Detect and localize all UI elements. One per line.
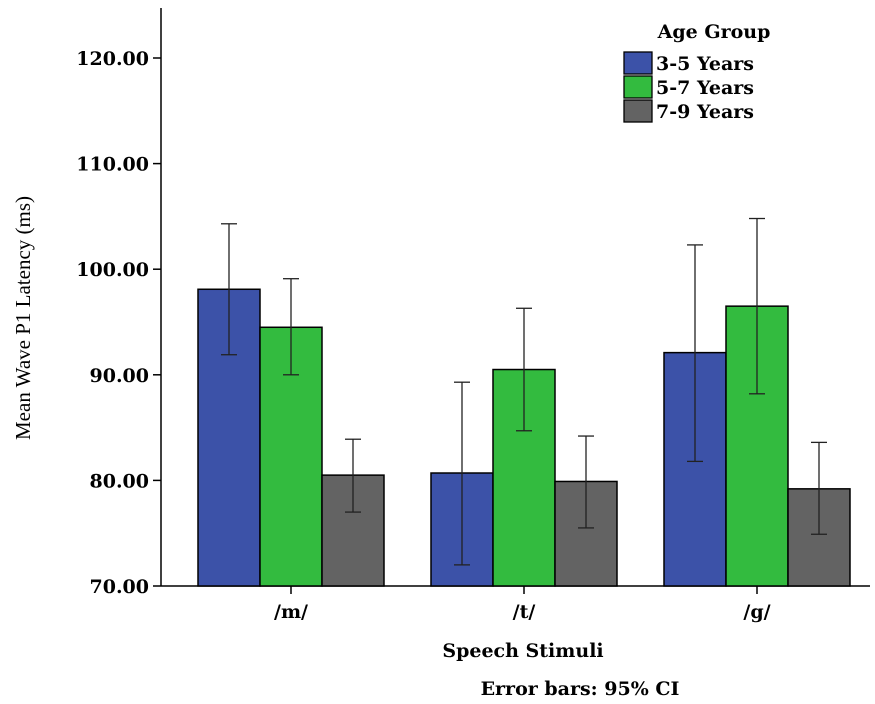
y-tick-label: 70.00: [90, 576, 150, 598]
y-ticks: 70.00 80.00 90.00 100.00 110.00 120.00: [76, 48, 161, 598]
legend-title: Age Group: [657, 21, 771, 43]
y-tick-label: 80.00: [90, 470, 150, 492]
legend-label: 7-9 Years: [656, 101, 754, 123]
legend-swatch: [623, 51, 653, 75]
x-axis-label: Speech Stimuli: [442, 640, 603, 662]
x-ticks: /m/ /t/ /g/: [274, 586, 771, 623]
bars: [197, 288, 851, 587]
x-tick-label: /m/: [274, 601, 308, 623]
legend-label: 3-5 Years: [656, 53, 754, 75]
x-tick-label: /g/: [743, 601, 770, 623]
x-tick-label: /t/: [513, 601, 536, 623]
y-tick-label: 90.00: [90, 365, 150, 387]
error-bars-note: Error bars: 95% CI: [481, 678, 680, 700]
error-bars: [221, 217, 827, 566]
y-tick-label: 110.00: [76, 154, 149, 176]
y-tick-label: 100.00: [76, 259, 149, 281]
y-axis-label: Mean Wave P1 Latency (ms): [11, 196, 35, 440]
legend-swatch: [623, 99, 653, 123]
legend-swatch: [623, 75, 653, 99]
legend-label: 5-7 Years: [656, 77, 754, 99]
y-tick-label: 120.00: [76, 48, 149, 70]
